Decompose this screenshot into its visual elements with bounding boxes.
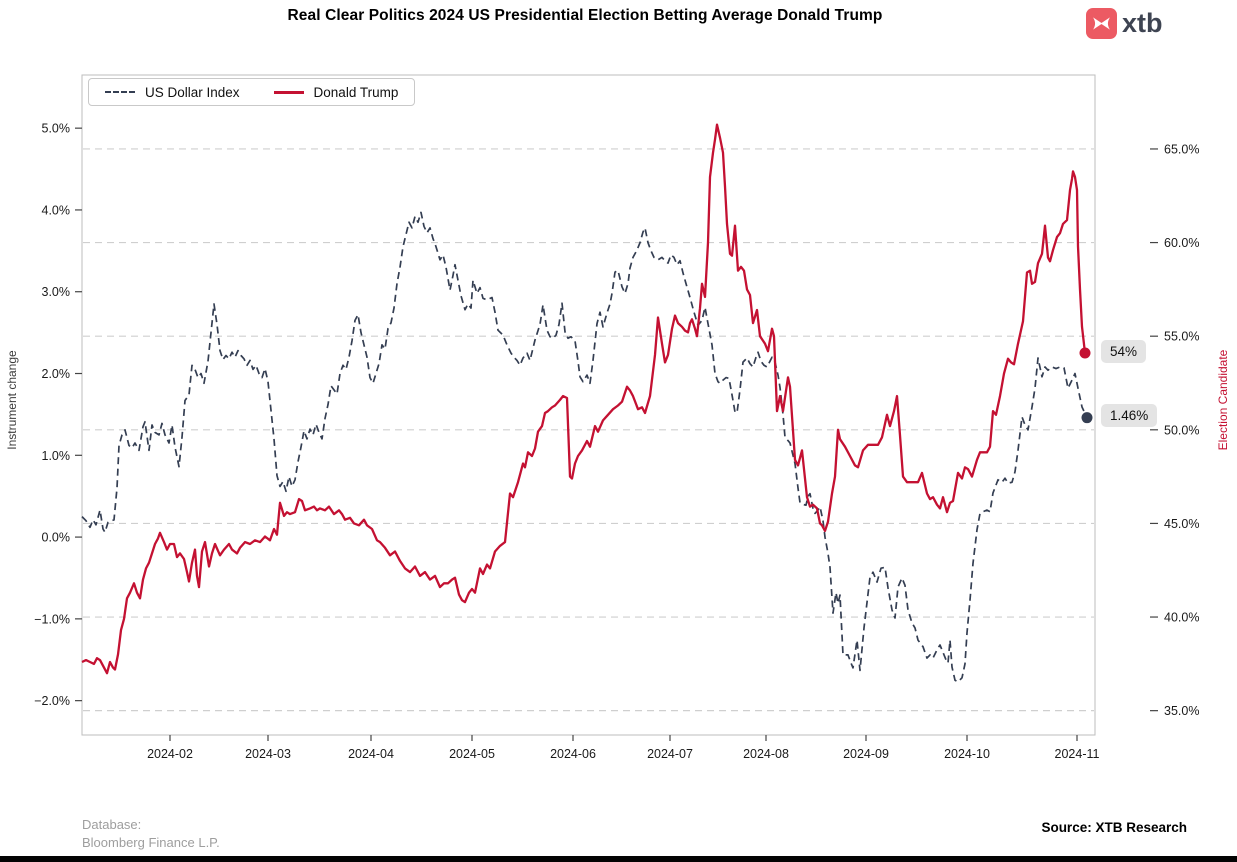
legend-item-us-dollar-index[interactable]: US Dollar Index	[105, 85, 240, 100]
left-axis-tick-label: 1.0%	[42, 449, 71, 463]
x-axis-tick-label: 2024-10	[944, 747, 990, 761]
bowtie-x-icon	[1093, 17, 1110, 30]
chart-title: Real Clear Politics 2024 US Presidential…	[287, 7, 883, 24]
left-axis-tick-label: 3.0%	[42, 285, 71, 299]
source-attribution: Source: XTB Research	[1041, 820, 1187, 835]
series-line-donald-trump	[81, 123, 1087, 675]
legend-item-donald-trump[interactable]: Donald Trump	[273, 84, 399, 100]
series-line-us-dollar-index	[81, 211, 1088, 683]
right-axis-tick-label: 35.0%	[1164, 704, 1199, 718]
right-axis-tick-label: 55.0%	[1164, 330, 1199, 344]
trump-end-value-badge: 54%	[1101, 340, 1147, 363]
right-axis-tick-label: 45.0%	[1164, 517, 1199, 531]
left-axis-tick-label: 2.0%	[42, 367, 71, 381]
xtb-logo-icon	[1086, 8, 1117, 39]
x-axis-tick-label: 2024-04	[348, 747, 394, 761]
right-axis-tick-label: 60.0%	[1164, 236, 1199, 250]
left-axis-tick-label: −2.0%	[34, 694, 70, 708]
x-axis-tick-label: 2024-09	[843, 747, 889, 761]
xtb-logo: xtb	[1086, 8, 1163, 39]
legend-label: US Dollar Index	[145, 84, 240, 100]
right-axis-title: Election Candidate	[1216, 349, 1230, 451]
left-axis-tick-label: −1.0%	[34, 612, 70, 626]
usd-end-value-badge: 1.46%	[1101, 404, 1158, 427]
left-axis-tick-label: 4.0%	[42, 203, 71, 217]
legend-label: Donald Trump	[313, 84, 399, 100]
right-axis-tick-label: 40.0%	[1164, 611, 1199, 625]
database-value: Bloomberg Finance L.P.	[82, 835, 220, 850]
x-axis-tick-label: 2024-05	[449, 747, 495, 761]
bottom-black-bar	[0, 856, 1237, 862]
solid-line-swatch-icon	[273, 90, 304, 94]
series-end-dot-donald-trump	[1079, 347, 1091, 359]
x-axis-tick-label: 2024-02	[147, 747, 193, 761]
series-end-dot-us-dollar-index	[1081, 412, 1093, 424]
x-axis-tick-label: 2024-06	[550, 747, 596, 761]
x-axis-tick-label: 2024-07	[647, 747, 693, 761]
database-attribution: Database: Bloomberg Finance L.P.	[82, 816, 220, 852]
chart-legend: US Dollar Index Donald Trump	[88, 78, 416, 106]
database-label: Database:	[82, 817, 142, 832]
right-axis-tick-label: 65.0%	[1164, 142, 1199, 156]
x-axis-tick-label: 2024-03	[245, 747, 291, 761]
xtb-logo-text: xtb	[1122, 8, 1163, 38]
left-axis-title: Instrument change	[5, 350, 19, 450]
dashed-line-swatch-icon	[105, 91, 135, 93]
right-axis-tick-label: 50.0%	[1164, 423, 1199, 437]
left-axis-tick-label: 0.0%	[42, 531, 71, 545]
left-axis-tick-label: 5.0%	[42, 122, 71, 136]
x-axis-tick-label: 2024-08	[743, 747, 789, 761]
x-axis-tick-label: 2024-11	[1055, 747, 1100, 761]
plot-border	[81, 74, 1096, 736]
